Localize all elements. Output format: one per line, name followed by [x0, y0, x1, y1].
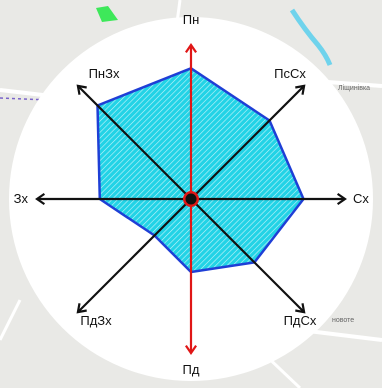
arrowhead-se-icon — [295, 303, 306, 314]
axis-sw — [77, 198, 192, 313]
wind-rose-labels: Пн ПсСх Сх ПдСх Пд ПдЗх Зх ПнЗх — [14, 12, 370, 377]
arrowhead-n-icon — [184, 43, 198, 54]
map-place-label: новоте — [332, 317, 354, 324]
direction-label-se: ПдСх — [284, 313, 317, 328]
direction-label-sw: ПдЗх — [80, 313, 112, 328]
direction-label-ne: ПсСх — [274, 66, 306, 81]
direction-label-e: Сх — [353, 191, 369, 206]
arrowhead-sw-icon — [76, 303, 87, 314]
direction-label-s: Пд — [183, 362, 200, 377]
map-water — [289, 8, 333, 66]
wind-rose-center-dot — [185, 193, 197, 205]
wind-rose-axes — [35, 43, 347, 355]
arrowhead-s-icon — [184, 344, 198, 355]
map-place-label: Ліщинівка — [338, 84, 370, 92]
map-boundary — [0, 97, 51, 101]
axis-ne — [190, 85, 305, 200]
arrowhead-e-icon — [336, 192, 347, 206]
direction-label-nw: ПнЗх — [89, 66, 120, 81]
arrowhead-nw-icon — [76, 84, 87, 95]
arrowhead-w-icon — [35, 192, 46, 206]
axis-nw — [77, 85, 192, 200]
arrowhead-ne-icon — [295, 84, 306, 95]
map-road — [0, 299, 22, 341]
direction-label-w: Зх — [14, 191, 29, 206]
axis-se — [190, 198, 305, 313]
direction-label-n: Пн — [183, 12, 200, 27]
map-green-area — [96, 6, 118, 22]
